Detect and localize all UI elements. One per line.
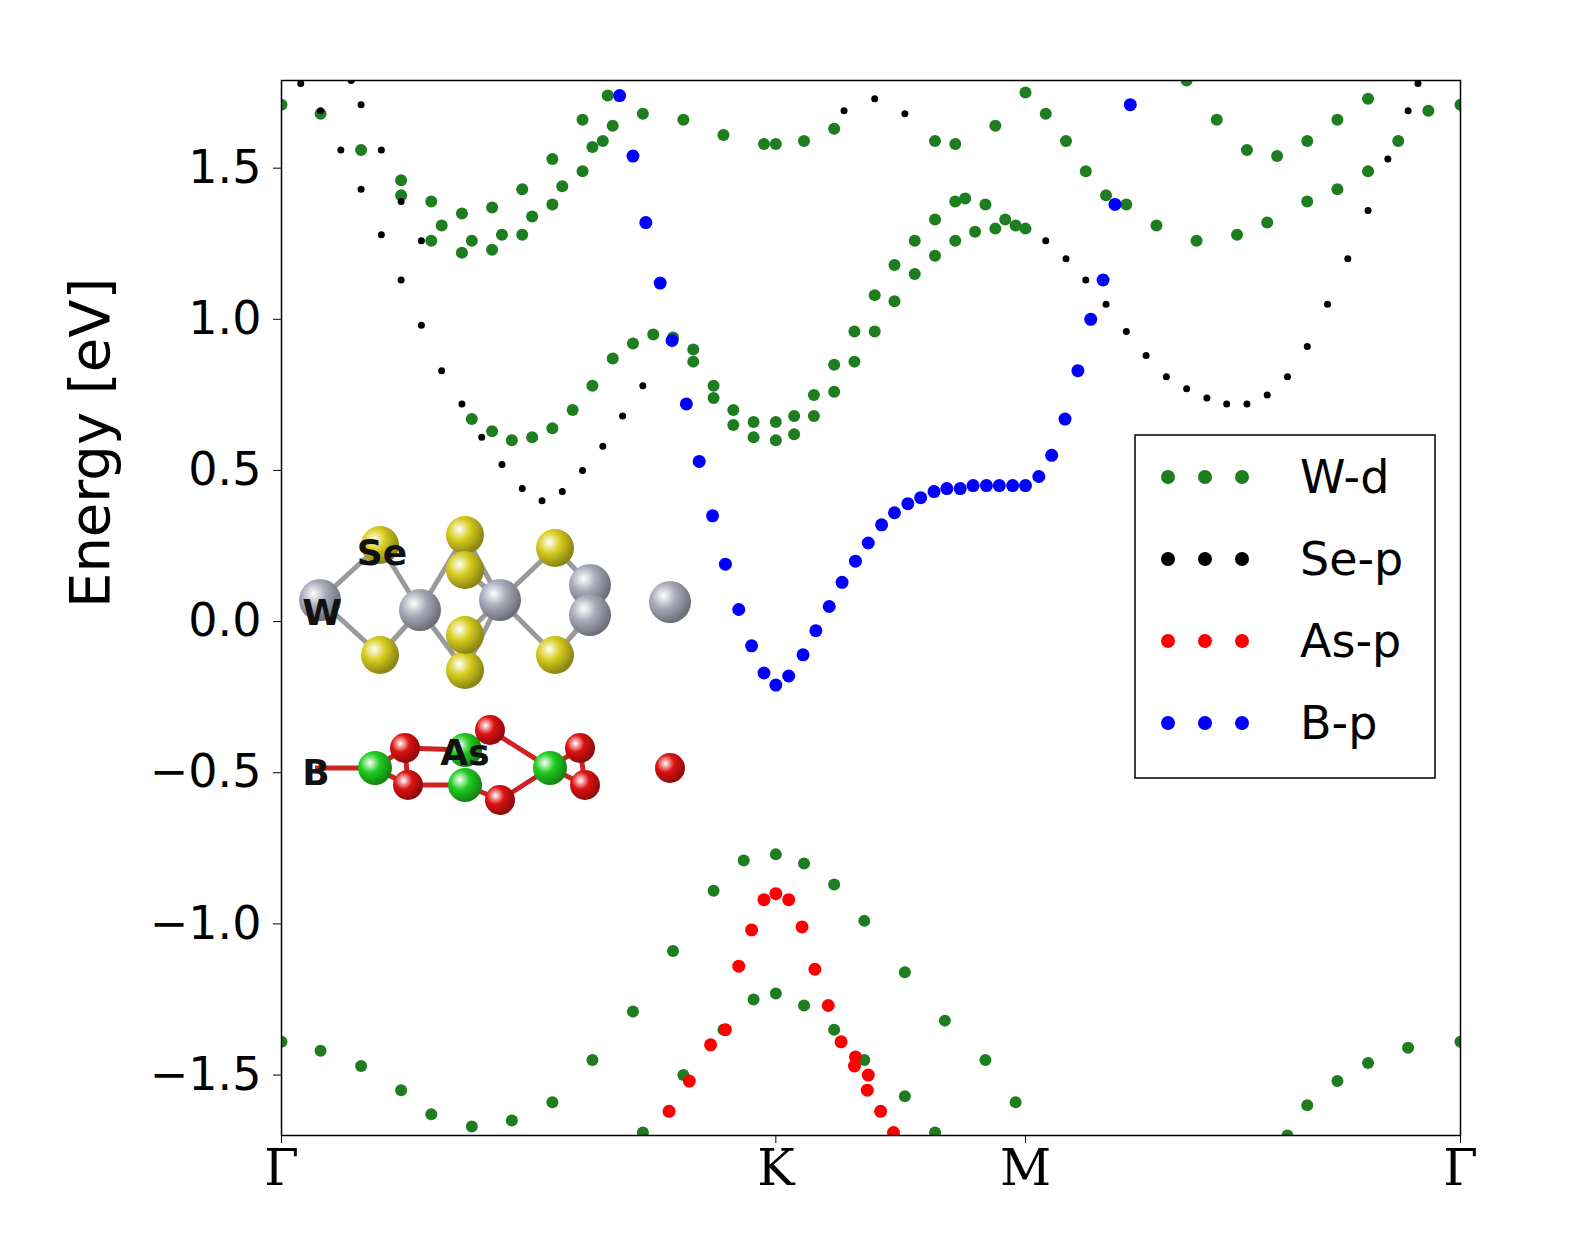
svg-text:B-p: B-p [1300, 696, 1377, 750]
svg-text:−1.0: −1.0 [150, 896, 262, 950]
svg-text:1.0: 1.0 [188, 291, 261, 345]
svg-text:W: W [302, 592, 342, 633]
svg-text:−0.5: −0.5 [150, 744, 262, 798]
svg-text:Se-p: Se-p [1300, 532, 1403, 586]
svg-text:0.0: 0.0 [188, 593, 261, 647]
svg-text:Γ: Γ [1443, 1139, 1478, 1197]
svg-text:−1.5: −1.5 [150, 1047, 262, 1101]
svg-text:As-p: As-p [1300, 614, 1401, 668]
svg-text:W-d: W-d [1300, 450, 1389, 504]
svg-text:K: K [757, 1139, 796, 1197]
svg-text:M: M [1000, 1139, 1051, 1197]
svg-text:Γ: Γ [264, 1139, 299, 1197]
svg-text:Se: Se [357, 532, 407, 573]
svg-text:B: B [302, 752, 329, 793]
svg-text:Energy [eV]: Energy [eV] [57, 278, 122, 608]
svg-text:0.5: 0.5 [188, 442, 261, 496]
svg-text:As: As [440, 732, 489, 773]
svg-text:1.5: 1.5 [188, 140, 261, 194]
